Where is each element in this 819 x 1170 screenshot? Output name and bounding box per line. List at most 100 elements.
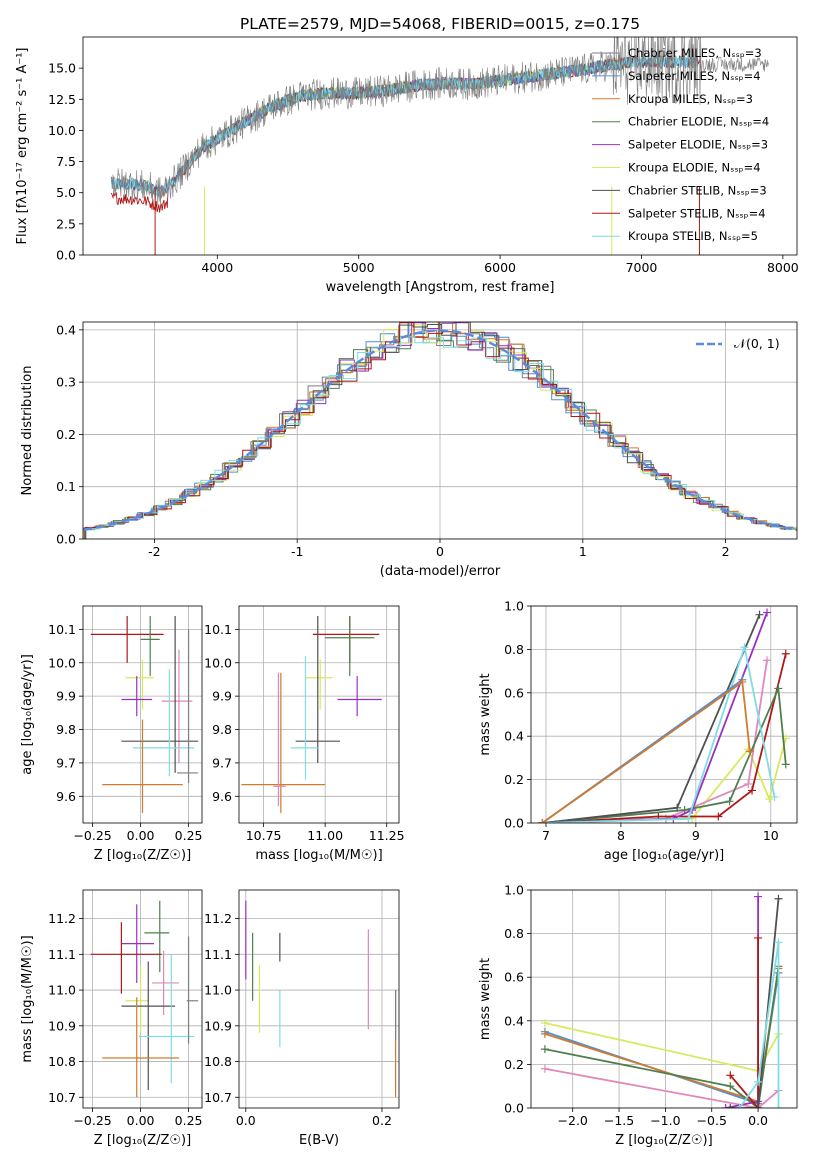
x-axis-label: Z [log₁₀(Z/Z☉)] [94,848,191,863]
x-tick-label: 6000 [484,260,516,275]
x-tick-label: 11.25 [369,828,405,843]
series-line-chabrier_elodie [544,966,780,1108]
y-tick-label: 5.0 [56,185,76,200]
axes-frame [82,605,203,824]
legend-label: Kroupa STELIB, Nₛₛₚ=5 [628,229,758,243]
legend-label: Salpeter ELODIE, Nₛₛₚ=3 [628,138,768,152]
y-tick-label: 10.1 [204,622,232,637]
y-tick-label: 0.6 [504,970,524,985]
data-marker [754,892,763,901]
x-tick-label: 5000 [343,260,375,275]
series-line-chabrier_stelib [730,898,780,1108]
data-marker [774,894,783,903]
plot-area-residuals [83,322,797,539]
axes-frame [530,889,798,1109]
data-marker [754,1104,763,1108]
data-marker [781,760,790,769]
y-tick-label: 9.7 [56,755,76,770]
y-tick-label: 0.2 [504,1057,524,1072]
y-tick-label: 1.0 [504,599,524,614]
x-axis-label: (data-model)/error [380,564,501,579]
data-marker [754,1077,763,1086]
data-marker [714,812,723,821]
data-marker [763,656,772,665]
y-tick-label: 0.2 [56,427,76,442]
data-marker [726,1082,735,1091]
observed-spectrum [111,37,769,207]
y-axis-label: mass weight [478,673,493,755]
plot-area-age_vs_mass [239,606,399,823]
x-axis-label: E(B-V) [299,1133,339,1148]
y-tick-label: 0.0 [504,1101,524,1116]
plot-area-mass_vs_Z [83,890,202,1108]
y-tick-label: 0.4 [504,1013,524,1028]
y-tick-label: 12.5 [48,92,76,107]
data-marker [540,1029,549,1038]
legend-label: 𝒩(0, 1) [734,336,780,351]
y-tick-label: 11.1 [48,947,76,962]
axes-frame [238,605,400,824]
panel-residuals: -2 -1 0 1 2 0.0 0.1 0.2 0.3 0.4 (data-model)/error… [20,321,798,579]
y-tick-label: 0.0 [504,816,524,831]
data-marker [774,938,783,947]
y-tick-label: 0.2 [504,772,524,787]
normal-curve [83,329,797,531]
y-tick-label: 0.8 [504,926,524,941]
data-marker [755,610,764,619]
y-tick-label: 11.1 [204,947,232,962]
data-marker [540,1018,549,1027]
x-tick-label: 1 [579,544,587,559]
histogram-kroupa_elodie [83,322,797,539]
x-tick-label: 0.00 [127,1113,155,1128]
y-tick-label: 10.9 [204,1018,232,1033]
y-tick-label: 10.7 [48,1090,76,1105]
x-tick-label: 11.00 [307,828,343,843]
data-marker [740,643,749,652]
y-axis-label: age [log₁₀(age/yr)] [20,654,35,775]
y-tick-label: 7.5 [56,154,76,169]
y-tick-label: 9.9 [212,689,232,704]
legend-label: Kroupa MILES, Nₛₛₚ=3 [628,92,753,106]
x-tick-label: 8 [617,828,625,843]
x-axis-label: wavelength [Angstrom, rest frame] [326,280,555,295]
legend-label: Salpeter STELIB, Nₛₛₚ=4 [628,206,766,220]
axes-frame [82,321,798,540]
series-line-kroupa_stelib [542,643,776,823]
x-tick-label: 0.0 [236,1113,256,1128]
data-marker [774,1104,783,1108]
y-tick-label: 0.4 [56,322,76,337]
x-tick-label: -1 [291,544,303,559]
data-marker [770,792,779,801]
series-line-kroupa_stelib [738,942,780,1108]
y-tick-label: 9.9 [56,689,76,704]
x-axis-label: age [log₁₀(age/yr)] [604,848,725,863]
data-marker [781,649,790,658]
x-tick-label: 0 [436,544,444,559]
x-tick-label: 8000 [767,260,799,275]
y-tick-label: 10.9 [48,1018,76,1033]
x-axis-label: mass [log₁₀(M/M☉)] [255,848,382,863]
y-tick-label: 0.4 [504,729,524,744]
y-tick-label: 0.6 [504,685,524,700]
panel-age_vs_Z: −0.25 0.00 0.25 9.6 9.7 9.8 9.9 10.0 10.1 Z [log₁… [20,605,203,863]
x-axis-label: Z [log₁₀(Z/Z☉)] [615,1133,712,1148]
y-tick-label: 10.0 [48,123,76,138]
data-marker [735,1104,744,1108]
data-marker [744,779,753,788]
axes-frame [82,889,203,1109]
y-tick-label: 10.1 [48,622,76,637]
y-tick-label: 15.0 [48,61,76,76]
axes-frame [530,605,798,824]
x-tick-label: 7 [542,828,550,843]
y-tick-label: 2.5 [56,216,76,231]
y-tick-label: 0.0 [56,532,76,547]
x-tick-label: -2 [148,544,160,559]
x-tick-label: −1.5 [604,1113,634,1128]
y-tick-label: 0.0 [56,248,76,263]
x-tick-label: 10 [763,828,779,843]
series-line-pink [544,1067,780,1108]
panel-mass_vs_EBV: 0.0 0.2 10.7 10.8 10.9 11.0 11.1 11.2 E(B-V) [204,889,400,1148]
panel-mass_vs_Z: −0.25 0.00 0.25 10.7 10.8 10.9 11.0 11.1 11.2 Z [… [20,889,203,1148]
histogram-kroupa_stelib [85,336,797,539]
plot-area-weight_vs_age [531,606,797,823]
